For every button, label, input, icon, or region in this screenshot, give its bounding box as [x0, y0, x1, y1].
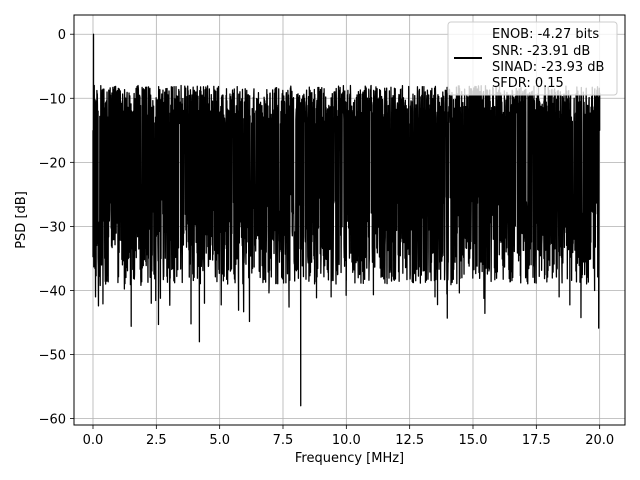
x-tick-label: 20.0: [585, 433, 614, 448]
legend-line-2: SNR: -23.91 dB: [492, 44, 590, 59]
y-tick-label: −30: [39, 220, 66, 235]
y-tick-label: −40: [39, 284, 66, 299]
x-tick-label: 17.5: [522, 433, 551, 448]
y-tick-label: −10: [39, 92, 66, 107]
y-tick-label: 0: [58, 28, 66, 43]
tick-labels: 0.0 2.5 5.0 7.5 10.0 12.5 15.0 17.5 20.0 0 −10 −20 −…: [39, 28, 615, 448]
legend-box: [447, 21, 618, 96]
series-layer: [92, 33, 601, 407]
x-axis-label: Frequency [MHz]: [295, 451, 404, 466]
x-tick-label: 0.0: [83, 433, 104, 448]
x-tick-label: 7.5: [273, 433, 294, 448]
axis-ticks: [70, 33, 601, 429]
x-tick-label: 12.5: [395, 433, 424, 448]
legend: ENOB: -4.27 bits SNR: -23.91 dB SINAD: -…: [447, 21, 618, 96]
legend-line-3: SINAD: -23.93 dB: [492, 60, 604, 75]
legend-line-1: ENOB: -4.27 bits: [492, 27, 599, 42]
x-tick-label: 15.0: [459, 433, 488, 448]
y-tick-label: −60: [39, 413, 66, 428]
y-tick-label: −20: [39, 156, 66, 171]
legend-line-4: SFDR: 0.15: [492, 76, 564, 91]
y-tick-label: −50: [39, 349, 66, 364]
x-tick-label: 5.0: [209, 433, 230, 448]
plot-frame: [73, 14, 626, 426]
x-tick-label: 2.5: [146, 433, 167, 448]
x-tick-label: 10.0: [332, 433, 361, 448]
psd-series-line: [92, 33, 601, 407]
y-axis-label: PSD [dB]: [14, 191, 29, 249]
